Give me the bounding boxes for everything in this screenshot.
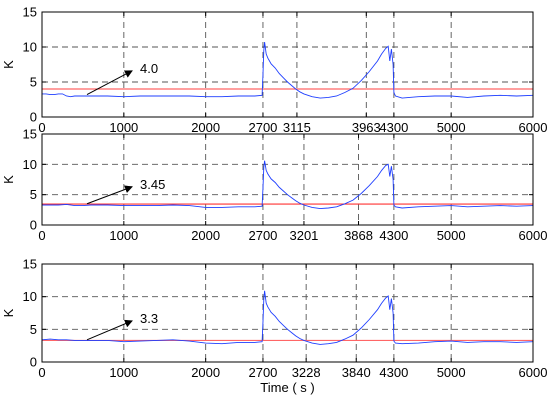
x-tick-label: 1000	[109, 228, 138, 243]
y-axis-label: K	[1, 60, 16, 69]
x-tick-label: 6000	[519, 365, 548, 380]
y-tick-label: 10	[23, 40, 37, 55]
x-tick-label: 2000	[191, 120, 220, 135]
annotation-label: 4.0	[140, 61, 158, 76]
x-tick-label: 0	[38, 365, 45, 380]
x-tick-label: 3201	[289, 228, 318, 243]
series-line	[42, 160, 534, 210]
annotation-arrow	[86, 70, 133, 96]
x-tick-label: 2700	[248, 120, 277, 135]
y-tick-label: 5	[30, 75, 37, 90]
x-tick-label: 2700	[248, 228, 277, 243]
y-tick-label: 5	[30, 187, 37, 202]
y-tick-label: 10	[23, 157, 37, 172]
y-tick-label: 15	[23, 257, 37, 272]
x-axis-label: Time ( s )	[260, 380, 314, 395]
x-tick-label: 3228	[292, 365, 321, 380]
x-tick-label: 0	[38, 228, 45, 243]
y-axis-label: K	[1, 175, 16, 184]
annotation-arrow	[86, 185, 133, 205]
x-tick-label: 2000	[191, 228, 220, 243]
series-line	[41, 290, 534, 345]
x-tick-label: 4300	[379, 228, 408, 243]
x-tick-label: 6000	[519, 120, 548, 135]
annotation-label: 3.3	[140, 311, 158, 326]
x-tick-label: 4300	[379, 365, 408, 380]
y-tick-label: 10	[23, 289, 37, 304]
plot-frame	[41, 11, 534, 118]
x-tick-label: 4300	[379, 120, 408, 135]
x-tick-label: 1000	[109, 365, 138, 380]
y-axis-label: K	[1, 308, 16, 317]
annotation-label: 3.45	[140, 177, 165, 192]
x-tick-label: 0	[38, 120, 45, 135]
y-tick-label: 0	[30, 110, 37, 125]
y-tick-label: 0	[30, 355, 37, 370]
y-tick-label: 5	[30, 322, 37, 337]
x-tick-label: 2000	[191, 365, 220, 380]
y-tick-label: 15	[23, 5, 37, 20]
plot-frame	[41, 133, 534, 226]
x-tick-label: 3963	[352, 120, 381, 135]
plot-frame	[41, 263, 534, 363]
x-tick-label: 5000	[437, 120, 466, 135]
annotation-arrow	[86, 319, 133, 341]
x-tick-label: 3840	[342, 365, 371, 380]
x-tick-label: 3115	[283, 120, 311, 135]
chart-panel-3: 0 5 10 15 0 1000 2000 2700 3228 3840 4300 5000 6000 K…	[1, 257, 547, 396]
x-tick-label: 2700	[248, 365, 277, 380]
chart-panel-2: 0 5 10 15 0 1000 2000 2700 3201 3868 4300 5000 6000 K…	[1, 127, 547, 244]
series-line	[42, 42, 534, 99]
x-tick-label: 5000	[437, 228, 466, 243]
x-tick-label: 3868	[344, 228, 373, 243]
y-tick-label: 0	[30, 218, 37, 233]
x-tick-label: 5000	[437, 365, 466, 380]
x-tick-label: 6000	[519, 228, 548, 243]
x-tick-label: 1000	[109, 120, 138, 135]
y-tick-label: 15	[23, 127, 37, 142]
